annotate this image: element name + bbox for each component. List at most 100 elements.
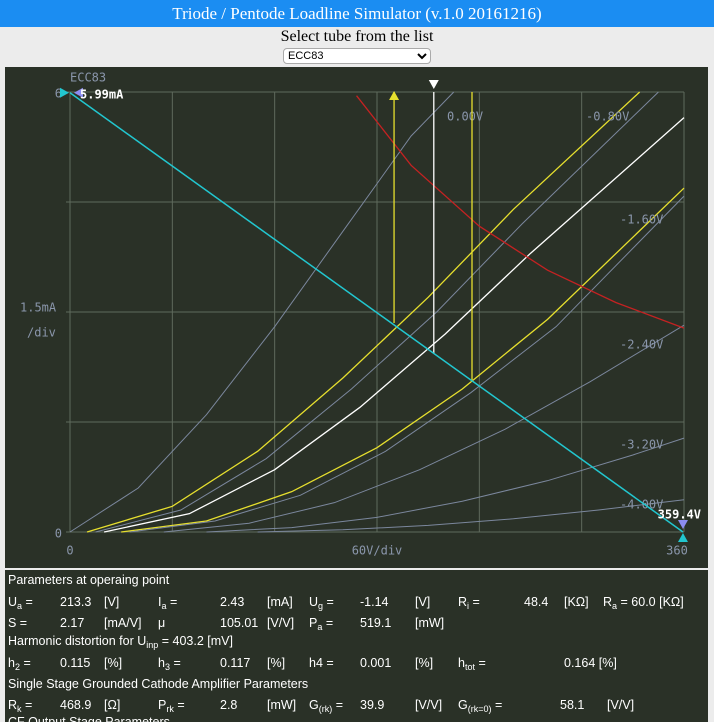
param-text: G: [309, 698, 319, 712]
voltage-marker: [677, 533, 688, 542]
y-scale-label: /div: [27, 326, 56, 340]
param-cell: 0.115: [60, 656, 91, 670]
param-cell: [%]: [415, 656, 434, 670]
loadline-chart: ECC83 6 00 360 60V/div 1.5mA/div 0.00V -0.80V -1…: [5, 67, 708, 568]
param-cell: -1.14: [360, 595, 389, 609]
param-cell: G(rk) =: [309, 698, 343, 714]
param-text: = 403.2 [mV]: [158, 634, 233, 648]
param-text: =: [322, 616, 334, 630]
param-cell: 0.164 [%]: [564, 656, 617, 670]
param-cell: Ia =: [158, 595, 177, 611]
param-cell: Pa =: [309, 616, 333, 632]
current-marker: [74, 87, 83, 98]
grid-curve: [163, 324, 685, 533]
param-cell: CF Output Stage Parameters: [8, 715, 170, 722]
x-tick-label: 0: [66, 544, 73, 558]
param-cell: Rk =: [8, 698, 32, 714]
param-cell: Ri =: [458, 595, 480, 611]
param-text: h: [158, 656, 165, 670]
param-text: U: [8, 595, 18, 609]
param-cell: Harmonic distortion for Uinp = 403.2 [mV…: [8, 634, 233, 650]
param-text: h: [458, 656, 465, 670]
subscript: g: [318, 601, 324, 611]
grid-curve: [206, 437, 685, 533]
grid-curve: [69, 91, 455, 533]
param-cell: 58.1: [560, 698, 585, 712]
param-cell: [mA]: [267, 595, 293, 609]
param-text: =: [21, 698, 33, 712]
param-text: =: [491, 698, 503, 712]
param-cell: [V/V]: [267, 616, 295, 630]
param-cell: 0.117: [220, 656, 251, 670]
param-cell: 468.9: [60, 698, 92, 712]
param-text: =: [332, 698, 344, 712]
grid-curve: [129, 195, 685, 533]
swing-curve: [103, 117, 685, 533]
param-text: R: [458, 595, 468, 609]
param-cell: 519.1: [360, 616, 392, 630]
param-text: U: [309, 595, 319, 609]
param-cell: h3 =: [158, 656, 181, 672]
param-text: = 60.0 [KΩ]: [617, 595, 684, 609]
tube-select[interactable]: ECC83: [283, 48, 431, 64]
subscript: 3: [164, 662, 170, 672]
subscript: a: [161, 601, 167, 611]
param-cell: [V]: [415, 595, 431, 609]
param-cell: htot =: [458, 656, 486, 672]
subscript: i: [467, 601, 470, 611]
param-cell: Parameters at operaing point: [8, 573, 170, 587]
param-cell: Single Stage Grounded Cathode Amplifier …: [8, 677, 309, 691]
subscript: rk: [166, 704, 174, 714]
curve-label: -4.00V: [620, 498, 663, 512]
param-cell: [mW]: [267, 698, 297, 712]
y-tick-label: 6: [55, 87, 62, 101]
param-text: =: [19, 656, 31, 670]
app-title: Triode / Pentode Loadline Simulator (v.1…: [172, 4, 542, 23]
param-cell: 2.43: [220, 595, 245, 609]
grid-curve: [257, 499, 685, 533]
param-text: =: [474, 656, 486, 670]
param-cell: Prk =: [158, 698, 185, 714]
curve-label: -2.40V: [620, 338, 663, 352]
voltage-marker: [677, 520, 688, 529]
param-cell: [V]: [104, 595, 120, 609]
param-cell: Ua =: [8, 595, 33, 611]
curve-label: -1.60V: [620, 213, 663, 227]
param-cell: 39.9: [360, 698, 385, 712]
param-cell: [V/V]: [607, 698, 635, 712]
current-readout: 5.99mA: [80, 88, 124, 102]
param-cell: Ug =: [309, 595, 334, 611]
param-cell: μ: [158, 616, 166, 630]
subscript: (rk): [318, 704, 333, 714]
swing-curve: [86, 91, 641, 533]
curve-label: -3.20V: [620, 438, 663, 452]
subscript: inp: [146, 640, 159, 650]
swing-marker: [389, 91, 400, 100]
param-cell: Ra = 60.0 [KΩ]: [603, 595, 684, 611]
param-cell: [mW]: [415, 616, 445, 630]
param-cell: 213.3: [60, 595, 92, 609]
param-text: I: [158, 595, 162, 609]
param-text: G: [458, 698, 468, 712]
grid-curve: [95, 91, 659, 533]
param-cell: h2 =: [8, 656, 31, 672]
prompt: Select tube from the list: [280, 28, 434, 45]
param-text: P: [158, 698, 167, 712]
param-text: R: [603, 595, 613, 609]
param-text: R: [8, 698, 18, 712]
param-text: =: [469, 595, 480, 609]
param-cell: [mA/V]: [104, 616, 142, 630]
subscript: a: [317, 622, 323, 632]
curve-label: 0.00V: [447, 110, 483, 124]
voltage-readout: 359.4V: [658, 508, 701, 522]
param-cell: [V/V]: [415, 698, 443, 712]
parameter-panel: Parameters at operaing point Ua = 213.3 [V]…: [5, 570, 708, 722]
param-text: Harmonic distortion for U: [8, 634, 147, 648]
subscript: a: [612, 601, 618, 611]
subscript: k: [17, 704, 22, 714]
param-cell: [%]: [104, 656, 123, 670]
subscript: tot: [464, 662, 475, 672]
swing-curve: [121, 187, 685, 533]
y-tick-label: 0: [55, 527, 62, 541]
